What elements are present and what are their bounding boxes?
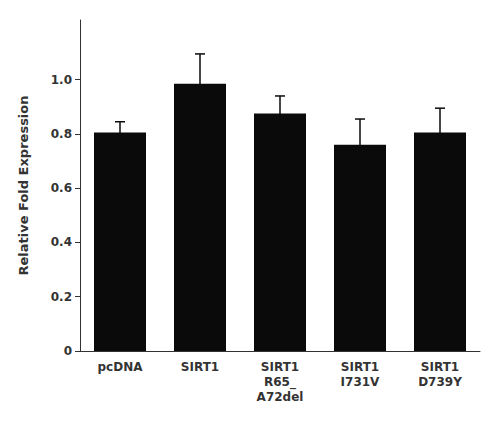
svg-text:0.8: 0.8 xyxy=(51,127,72,141)
svg-text:0.2: 0.2 xyxy=(51,290,72,304)
svg-text:Relative Fold Expression: Relative Fold Expression xyxy=(16,95,31,275)
svg-text:R65_: R65_ xyxy=(264,375,296,390)
svg-text:0.4: 0.4 xyxy=(51,235,72,249)
svg-text:SIRT1: SIRT1 xyxy=(341,360,379,374)
svg-text:I731V: I731V xyxy=(341,375,381,389)
svg-text:SIRT1: SIRT1 xyxy=(421,360,459,374)
svg-text:0.6: 0.6 xyxy=(51,181,72,195)
svg-text:0: 0 xyxy=(64,344,72,358)
svg-text:pcDNA: pcDNA xyxy=(98,360,144,374)
svg-text:D739Y: D739Y xyxy=(418,375,462,389)
svg-text:SIRT1: SIRT1 xyxy=(261,360,299,374)
svg-text:A72del: A72del xyxy=(257,390,304,404)
svg-text:SIRT1: SIRT1 xyxy=(181,360,219,374)
svg-text:1.0: 1.0 xyxy=(51,73,72,87)
